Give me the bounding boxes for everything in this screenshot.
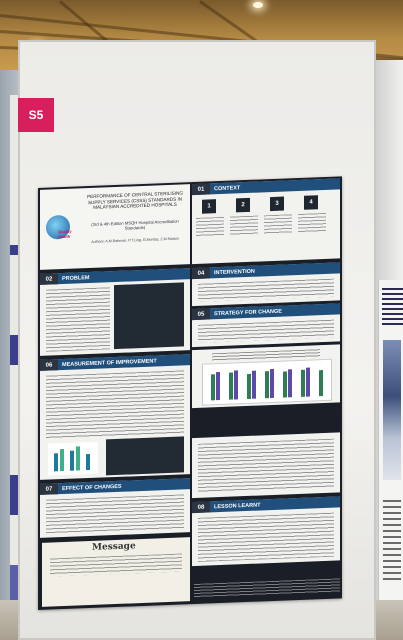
results-chart [202, 358, 332, 406]
context-step: 3 [270, 196, 284, 212]
board-label: S5 [18, 98, 54, 132]
logo-text: Quality Health [58, 228, 72, 240]
context-step: 1 [202, 199, 216, 214]
poster-title: Performance of Central Sterilising Suppl… [87, 190, 183, 211]
section-conclusion [192, 432, 340, 499]
poster-title-block: Quality Health Performance of Central St… [40, 184, 190, 270]
quality-health-logo: Quality Health [44, 212, 82, 243]
section-measurement: 06 Measurement of Improvement [40, 354, 190, 480]
message-box: Message [42, 537, 190, 607]
neighbor-board-right [378, 280, 403, 610]
measurement-chart [48, 441, 98, 476]
results-chart-panel [192, 344, 340, 409]
section-problem: 02 Problem [40, 268, 190, 356]
context-step: 4 [304, 195, 318, 210]
section-effect-of-changes: 07 Effect of Changes [40, 478, 190, 538]
poster-subtitle: (3rd & 4th Edition MSQH Hospital Accredi… [91, 218, 179, 231]
section-strategy-for-change: 05 Strategy for Change [192, 303, 340, 348]
poster-footer [194, 578, 340, 599]
poster: Quality Health Performance of Central St… [38, 176, 342, 610]
message-title: Message [92, 541, 136, 553]
section-lesson-learnt: 08 Lesson Learnt [192, 496, 340, 567]
section-intervention: 04 Intervention [192, 262, 340, 307]
context-step: 2 [236, 197, 250, 213]
section-context: 01 Context 1 2 3 4 [192, 178, 340, 265]
poster-authors: Authors: A.M.Rahman, P.T.Ling, G.Moritas… [91, 236, 179, 244]
